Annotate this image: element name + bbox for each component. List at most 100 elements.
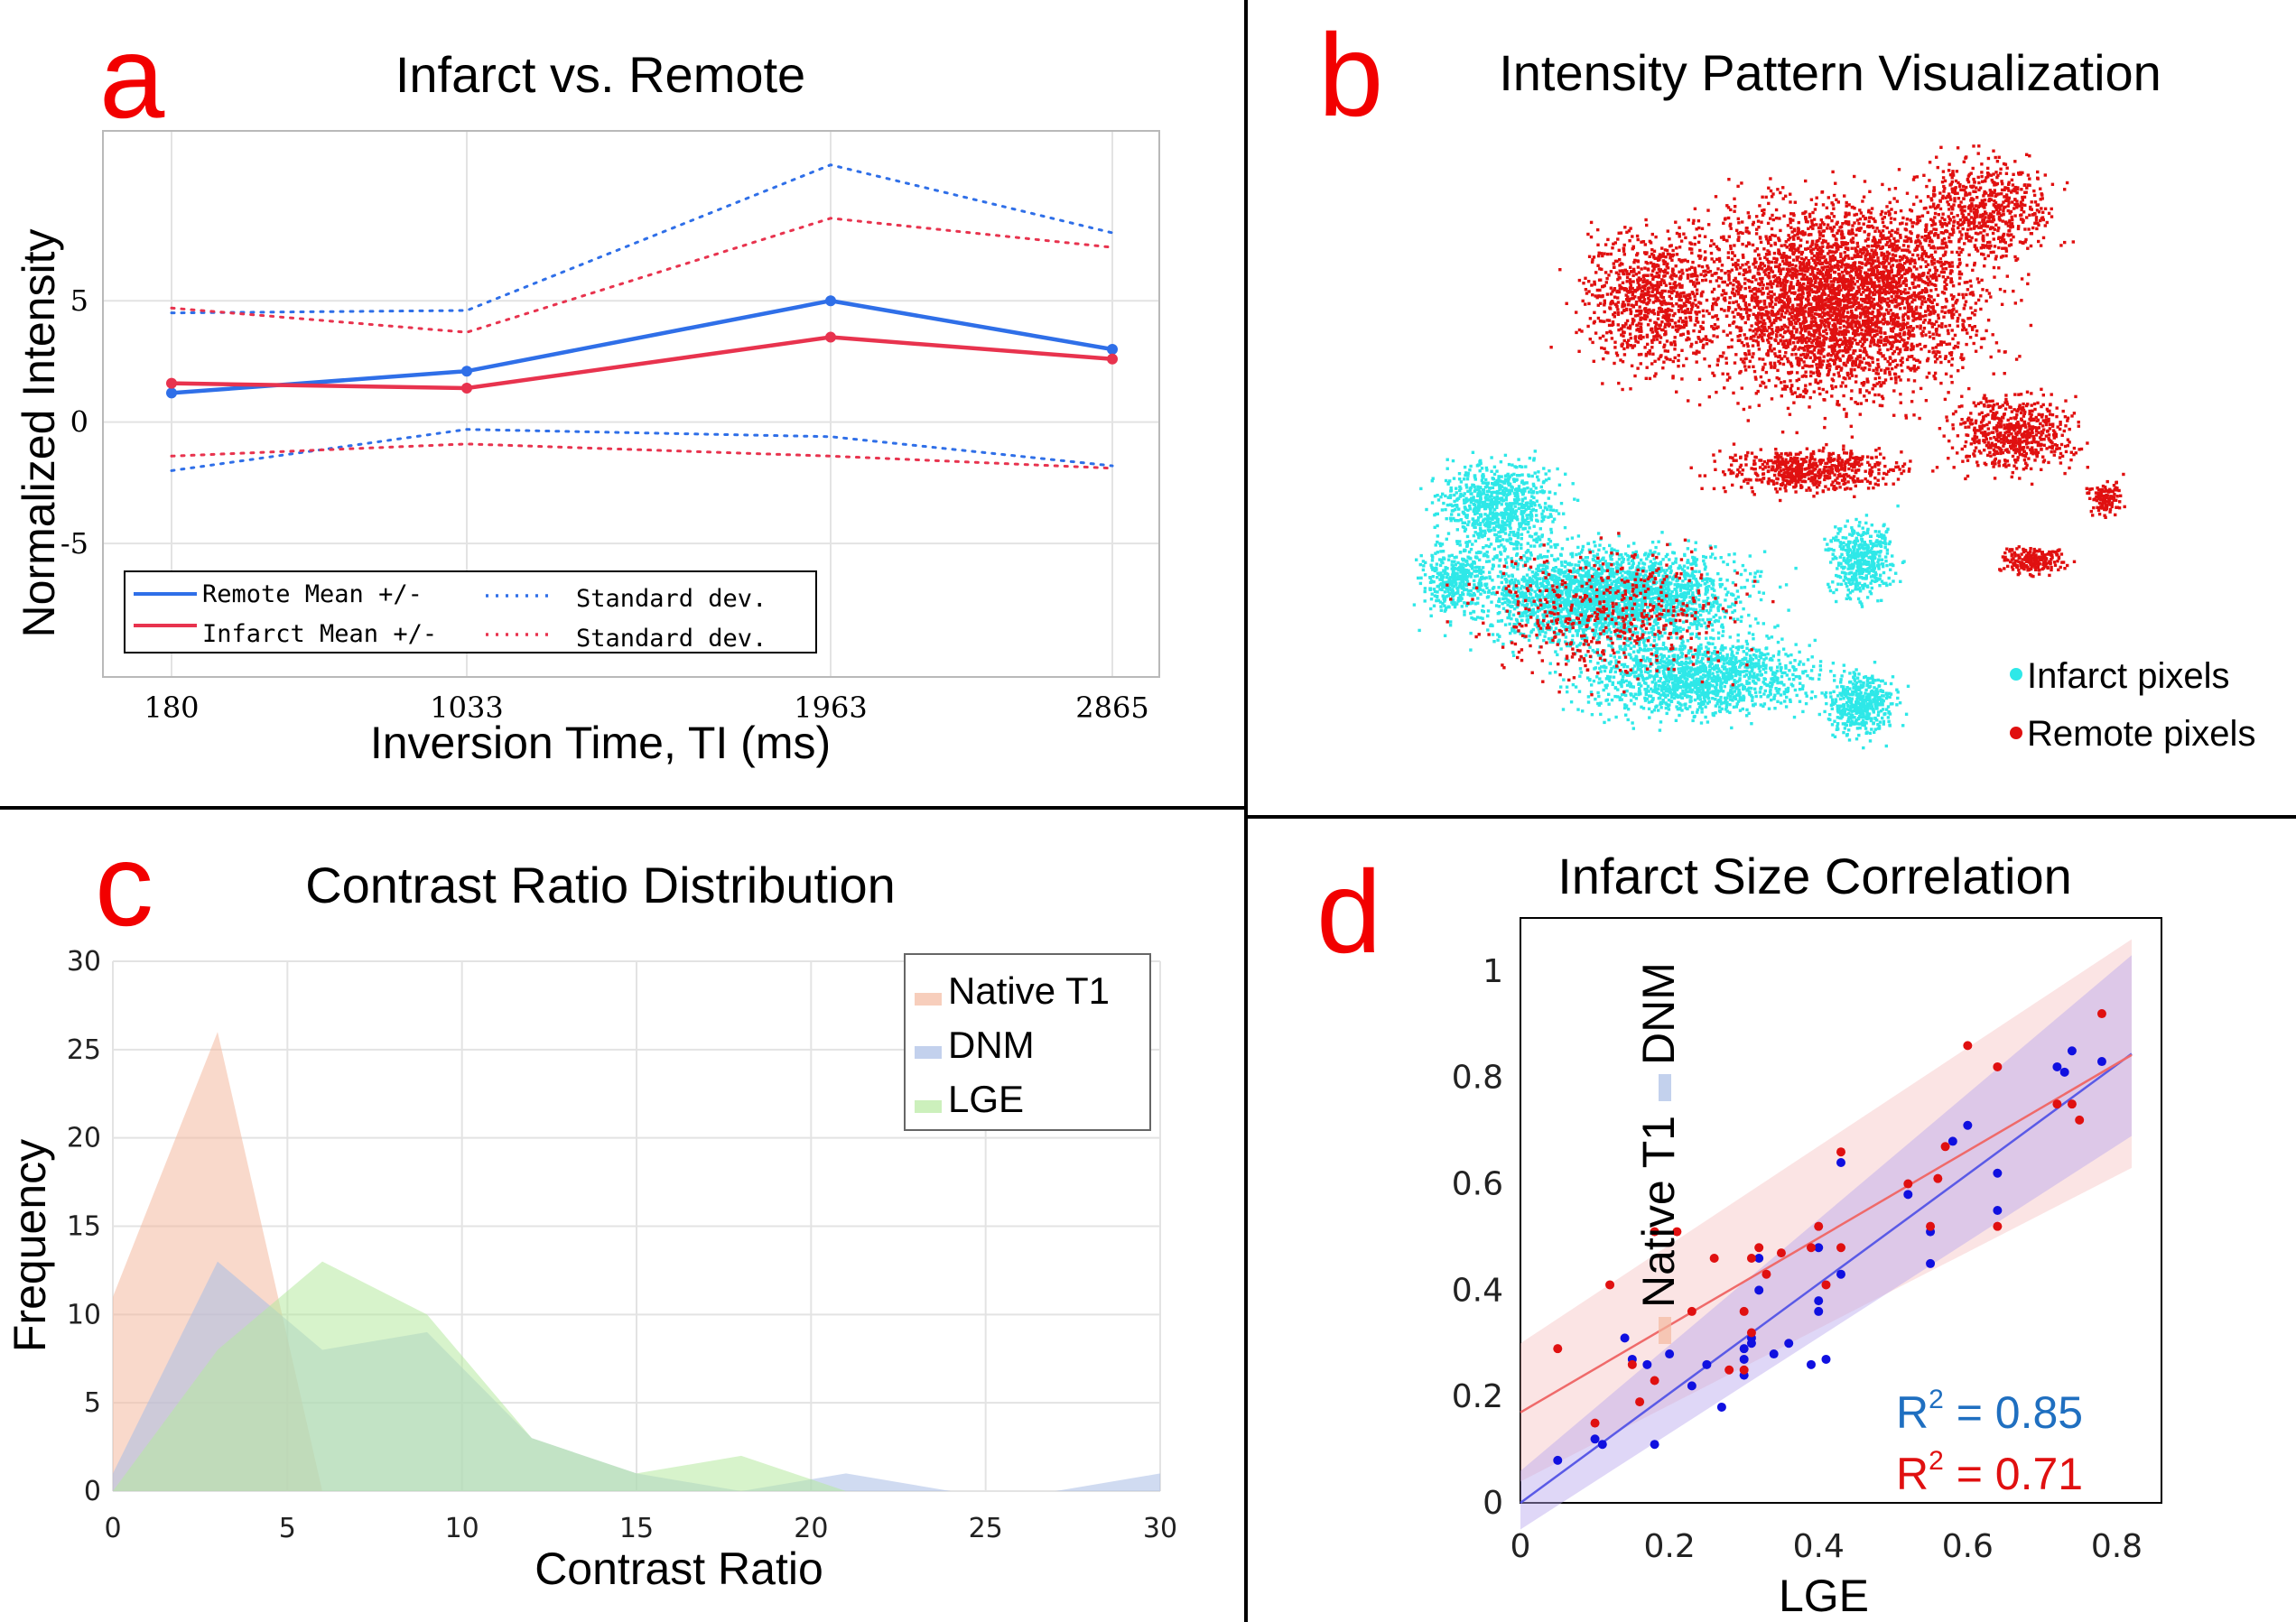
remote-pixel-point [1685,298,1688,301]
remote-pixel-point [1631,304,1635,308]
remote-pixel-point [1816,367,1819,372]
remote-pixel-point [1895,363,1900,367]
remote-pixel-point [1812,329,1816,332]
remote-pixel-point [1819,287,1823,291]
remote-pixel-point [1637,278,1641,282]
remote-pixel-point [1697,329,1702,333]
remote-pixel-point [1831,170,1835,174]
remote-pixel-point [1752,220,1755,225]
remote-pixel-point [1844,215,1847,218]
remote-pixel-point [1603,303,1606,307]
remote-pixel-point [1817,236,1822,240]
remote-pixel-point [1788,340,1792,345]
remote-pixel-point [1586,232,1590,236]
remote-pixel-point [1743,303,1748,307]
remote-pixel-point [1678,325,1682,329]
remote-pixel-point [1739,326,1743,329]
remote-pixel-point [1952,230,1956,235]
remote-pixel-point [1773,241,1777,246]
remote-pixel-point [1896,289,1900,292]
remote-pixel-point [1885,301,1889,304]
remote-pixel-point [1847,256,1851,260]
remote-pixel-point [1873,243,1877,246]
remote-pixel-point [1804,269,1808,273]
remote-pixel-point [1904,413,1908,418]
remote-pixel-point [1757,348,1762,351]
remote-pixel-point [1829,310,1833,313]
remote-pixel-point [1876,256,1880,260]
remote-pixel-point [1777,316,1780,320]
remote-pixel-point [1803,329,1808,333]
remote-pixel-point [1756,317,1760,320]
remote-pixel-point [1693,266,1696,270]
y-tick-5: 5 [70,283,88,318]
remote-pixel-point [1965,218,1969,221]
remote-pixel-point [1781,327,1785,331]
remote-pixel-point [1703,357,1706,361]
remote-pixel-point [1797,348,1800,351]
remote-pixel-point [1858,277,1862,281]
remote-pixel-point [1909,295,1912,300]
remote-pixel-point [1950,280,1954,284]
remote-pixel-point [1838,316,1843,320]
remote-pixel-point [1910,314,1915,318]
remote-pixel-point [1878,238,1882,243]
remote-pixel-point [1651,288,1655,292]
remote-pixel-point [1840,330,1845,334]
remote-pixel-point [1854,360,1857,364]
remote-pixel-point [1764,310,1769,313]
remote-pixel-point [1993,189,1996,192]
remote-pixel-point [1652,249,1657,253]
remote-pixel-point [1767,378,1771,383]
remote-pixel-point [1641,240,1646,244]
remote-pixel-point [1806,240,1809,244]
remote-pixel-point [1912,379,1917,383]
remote-pixel-point [1725,204,1729,208]
remote-pixel-point [1815,256,1818,260]
remote-pixel-point [1769,177,1772,181]
legend-remote-sd-label: Standard dev. [576,585,767,613]
remote-pixel-point [1979,346,1984,349]
remote-pixel-point [1774,354,1778,358]
remote-pixel-point [1622,309,1626,312]
remote-pixel-point [1758,236,1762,239]
remote-pixel-point [1768,296,1772,300]
remote-pixel-point [1780,304,1784,308]
remote-pixel-point [1715,298,1719,301]
remote-pixel-point [1870,207,1874,210]
remote-pixel-point [1841,298,1845,302]
remote-pixel-point [1750,336,1753,339]
remote-pixel-point [1839,385,1843,388]
remote-pixel-point [1798,250,1801,254]
remote-pixel-point [1793,297,1798,301]
remote-pixel-point [1886,359,1890,364]
remote-pixel-point [1969,284,1973,288]
remote-pixel-point [1720,293,1724,297]
remote-pixel-point [1746,419,1750,422]
remote-pixel-point [1669,290,1673,294]
remote-pixel-point [1618,287,1622,291]
remote-pixel-point [1787,317,1790,320]
remote-pixel-point [1913,248,1917,252]
remote-pixel-point [1891,366,1894,371]
remote-pixel-point [1910,300,1914,304]
remote-pixel-point [1859,332,1863,336]
remote-pixel-point [1739,315,1743,319]
remote-pixel-point [1755,295,1760,299]
remote-pixel-point [1986,254,1990,258]
remote-pixel-point [1681,332,1686,336]
remote-pixel-point [1646,290,1650,293]
panel-a-series [166,163,1118,472]
remote-pixel-point [1892,292,1896,295]
remote-pixel-point [1803,355,1807,359]
remote-pixel-point [1622,243,1626,247]
remote-pixel-point [1942,242,1946,246]
remote-pixel-point [1754,278,1758,282]
remote-pixel-point [1766,313,1770,317]
remote-pixel-point [1678,285,1682,289]
remote-pixel-point [1864,366,1867,370]
remote-pixel-point [1867,327,1872,331]
remote-pixel-point [1696,320,1700,324]
remote-pixel-point [1665,248,1669,253]
remote-pixel-point [1944,250,1947,254]
